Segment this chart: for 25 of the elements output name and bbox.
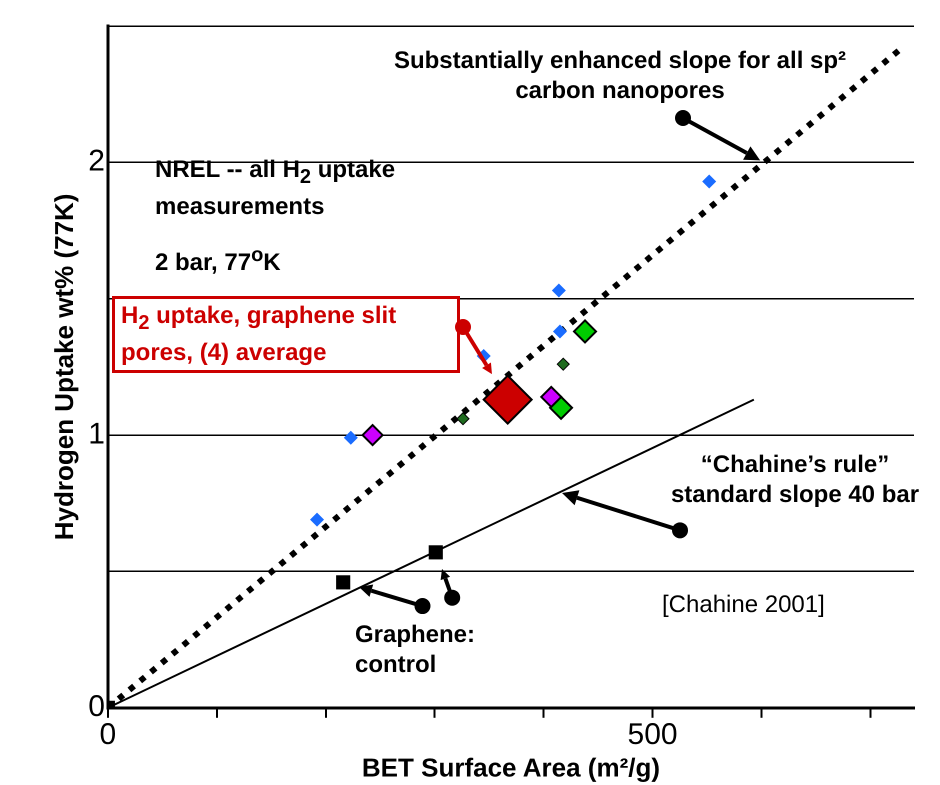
annotation: [Chahine 2001] bbox=[662, 590, 826, 620]
point bbox=[552, 324, 567, 338]
point bbox=[482, 374, 533, 425]
point bbox=[428, 545, 443, 560]
point bbox=[540, 386, 562, 408]
x-tick-label: 500 bbox=[628, 718, 678, 752]
annotation: “Chahine’s rule” standard slope 40 bar bbox=[670, 450, 920, 510]
annotation: Graphene: control bbox=[355, 620, 476, 680]
y-axis-title: Hydrogen Uptake wt% (77K) bbox=[48, 194, 79, 540]
annotation: H$_{2}$ uptake, graphene slit pores, (4) average bbox=[112, 296, 460, 373]
x-axis-title: BET Surface Area (m²/g) bbox=[362, 752, 660, 783]
annotation: Substantially enhanced slope for all sp² carbon nanopores bbox=[392, 46, 848, 106]
point bbox=[310, 512, 324, 527]
y-tick-label: 0 bbox=[88, 690, 105, 724]
annotation: 2 bar, 77$^{o}$K bbox=[155, 243, 282, 278]
point bbox=[456, 412, 470, 426]
y-tick-label: 1 bbox=[88, 417, 105, 450]
point bbox=[556, 358, 570, 371]
point bbox=[362, 424, 384, 446]
point bbox=[336, 575, 350, 590]
point bbox=[573, 319, 598, 344]
point bbox=[702, 174, 716, 188]
point bbox=[552, 284, 566, 298]
point bbox=[344, 430, 358, 445]
y-tick-label: 2 bbox=[88, 144, 105, 178]
